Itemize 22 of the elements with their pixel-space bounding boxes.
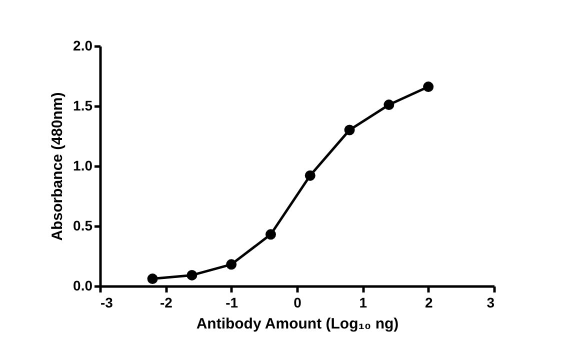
x-axis-title: Antibody Amount (Log₁₀ ng) xyxy=(196,316,399,332)
point xyxy=(344,124,355,136)
x-tick-label: 1 xyxy=(359,294,368,310)
x-tick-label: 2 xyxy=(424,294,433,310)
x-tick-label: -3 xyxy=(100,294,114,310)
point xyxy=(226,259,237,270)
y-tick-label: 0.0 xyxy=(73,278,93,294)
y-tick-label: 0.5 xyxy=(73,218,93,234)
y-tick-label: 2.0 xyxy=(73,38,93,54)
x-tick-label: 3 xyxy=(486,294,495,310)
point xyxy=(384,100,394,110)
y-axis-title: Absorbance (480nm) xyxy=(49,92,66,241)
point xyxy=(304,170,316,181)
point xyxy=(147,274,158,284)
point xyxy=(186,270,198,280)
x-tick-label: 0 xyxy=(294,294,302,310)
y-tick-label: 1.5 xyxy=(73,98,93,114)
x-tick-label: -1 xyxy=(226,294,238,310)
x-tick-label: -2 xyxy=(160,294,173,310)
point xyxy=(265,229,276,240)
point xyxy=(423,82,434,92)
y-tick-label: 1.0 xyxy=(73,158,93,174)
